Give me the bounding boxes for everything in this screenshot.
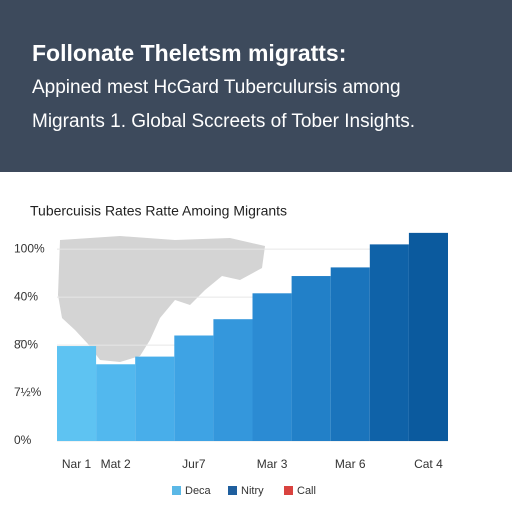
bar xyxy=(408,232,448,441)
header-subtitle: Appined mest HcGard Tuberculursis among xyxy=(32,77,401,98)
y-tick-label: 7½% xyxy=(14,385,42,399)
legend-label: Call xyxy=(297,485,316,497)
header-band xyxy=(0,0,512,172)
x-tick-label: Nar 1 xyxy=(62,457,92,471)
bar xyxy=(135,356,175,441)
y-tick-label: 100% xyxy=(14,241,45,255)
x-tick-label: Cat 4 xyxy=(414,457,443,471)
legend-swatch xyxy=(284,486,293,495)
bar xyxy=(369,244,409,441)
header-subtitle: Migrants 1. Global Sccreets of Tober Ins… xyxy=(32,111,415,132)
bar xyxy=(213,319,253,441)
bar xyxy=(174,335,214,441)
bar xyxy=(96,364,136,441)
legend-label: Nitry xyxy=(241,485,264,497)
map-decoration xyxy=(58,236,265,362)
bar xyxy=(57,346,97,441)
y-tick-label: 40% xyxy=(14,289,38,303)
bar xyxy=(330,267,370,441)
legend-label: Deca xyxy=(185,485,212,497)
x-tick-label: Mar 3 xyxy=(257,457,288,471)
x-tick-label: Jur7 xyxy=(182,457,206,471)
y-tick-label: 0% xyxy=(14,433,32,447)
x-tick-label: Mar 6 xyxy=(335,457,366,471)
bar xyxy=(252,293,292,441)
bar xyxy=(291,276,331,441)
legend-swatch xyxy=(228,486,237,495)
chart-title: Tubercuisis Rates Ratte Amoing Migrants xyxy=(30,203,287,219)
legend-swatch xyxy=(172,486,181,495)
header-title: Follonate Theletsm migratts: xyxy=(32,40,346,66)
x-tick-label: Mat 2 xyxy=(101,457,131,471)
y-tick-label: 8̄0% xyxy=(14,337,38,351)
